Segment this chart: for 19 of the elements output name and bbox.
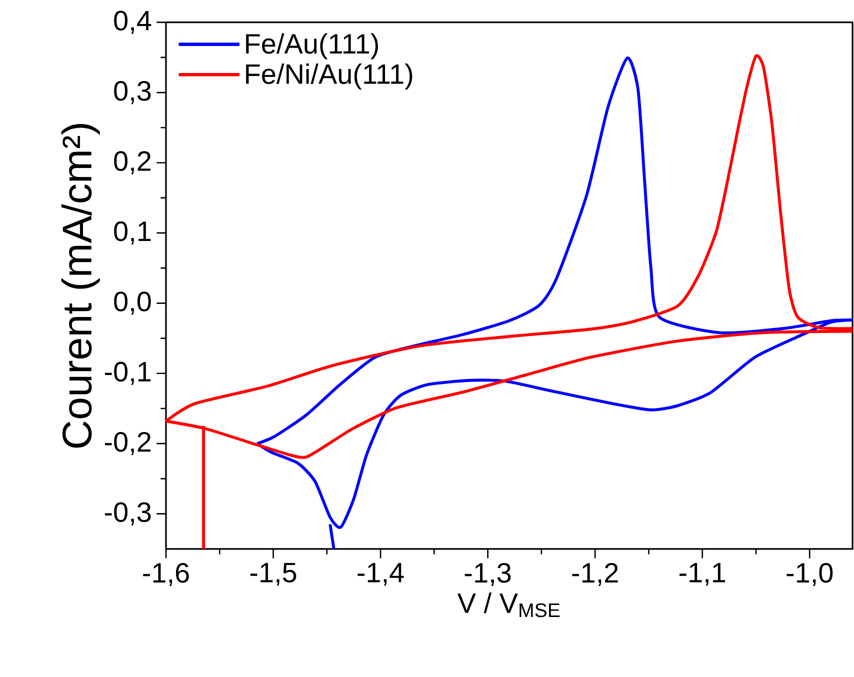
x-tick-label: -1,4 [358, 563, 404, 586]
legend-label: Fe/Au(111) [246, 33, 378, 60]
y-tick-label: -0,2 [104, 432, 151, 456]
legend-label: Fe/Ni/Au(111) [246, 64, 412, 90]
y-axis-title: Courent (mA/cm²) [61, 124, 100, 448]
x-axis-title: V / V$_{MSE}$ [457, 592, 560, 618]
x-tick-label: -1,1 [679, 563, 726, 586]
x-tick-label: -1,6 [143, 563, 189, 586]
y-tick-label: 0,1 [114, 221, 151, 245]
x-tick-label: -1,0 [786, 563, 833, 586]
y-tick-label: 0,2 [114, 151, 151, 174]
y-tick-label: 0,3 [114, 81, 151, 104]
y-tick-label: -0,3 [104, 502, 151, 526]
x-tick-label: -1,5 [250, 563, 296, 586]
y-tick-label: -0,1 [104, 362, 151, 385]
y-tick-label: 0,0 [114, 292, 151, 315]
x-tick-label: -1,3 [464, 563, 511, 586]
y-tick-label: 0,4 [114, 10, 152, 34]
x-tick-label: -1,2 [572, 563, 618, 586]
